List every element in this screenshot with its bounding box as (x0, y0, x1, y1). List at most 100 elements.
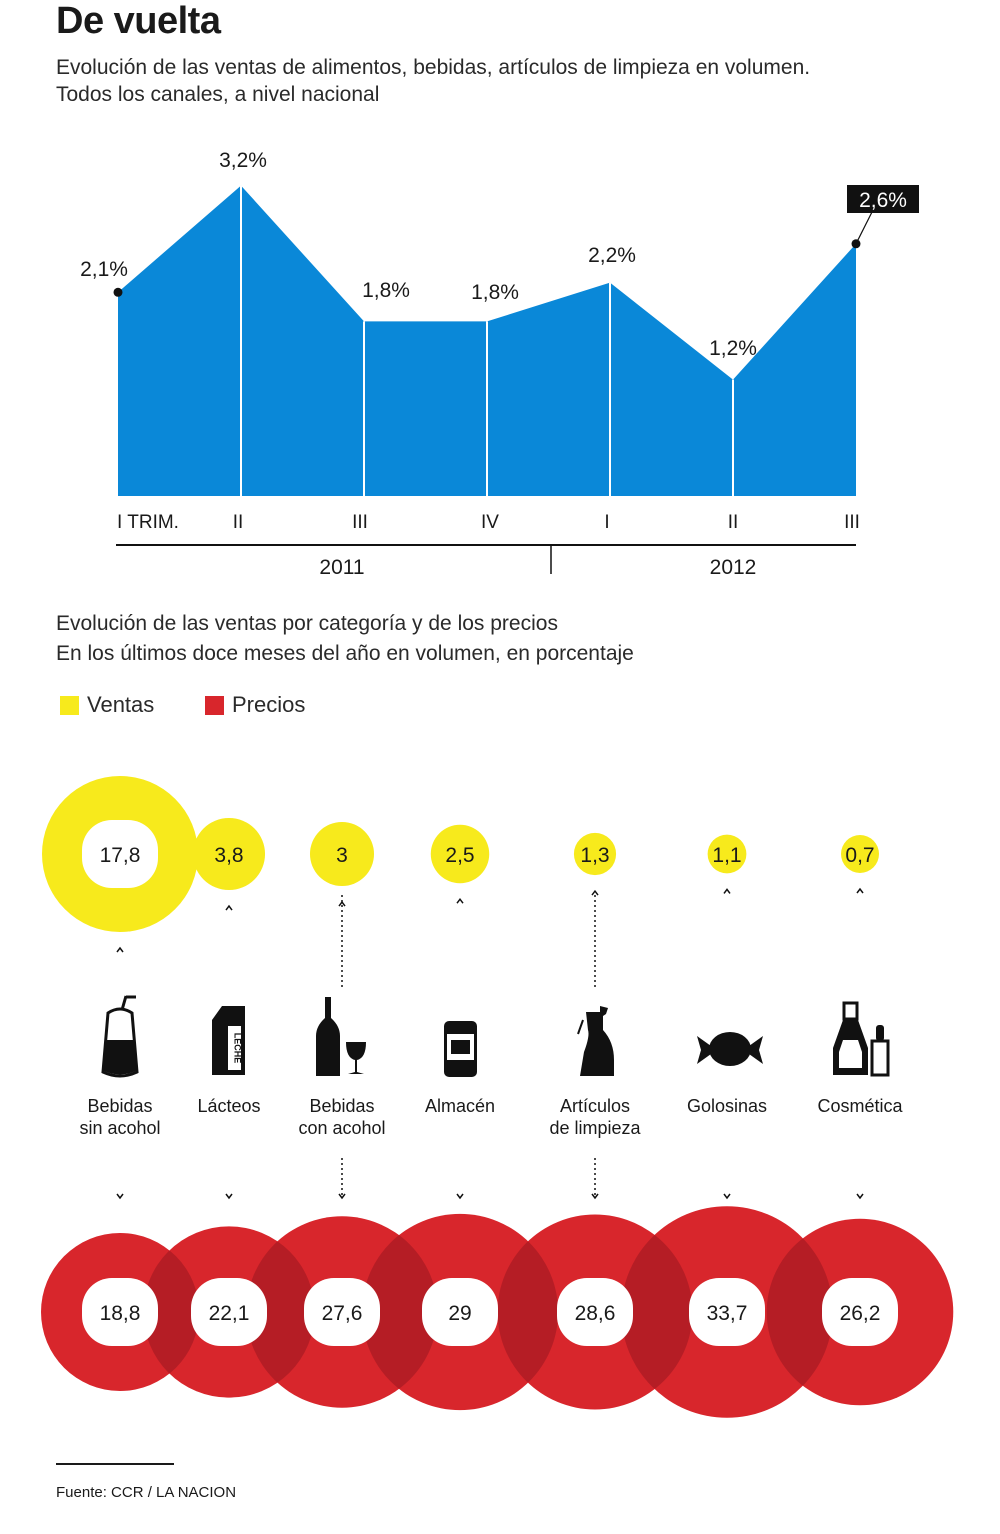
x-tick-label: III (352, 512, 368, 533)
icon-shape (120, 995, 128, 1011)
up-caret (116, 946, 124, 953)
year-label: 2011 (319, 556, 364, 579)
callout-line (855, 211, 873, 245)
icon-shape (870, 1039, 890, 1077)
milk-carton-icon: LECHE (212, 1006, 245, 1075)
precios-overlap (497, 1214, 559, 1410)
ventas-value-label: 1,1 (712, 844, 741, 867)
up-caret (456, 897, 464, 904)
ventas-bubble (42, 776, 198, 932)
precios-value-label: 29 (448, 1302, 471, 1325)
category-label: Lácteos (197, 1096, 260, 1116)
precios-bubble (766, 1218, 954, 1406)
precios-value-label: 22,1 (209, 1302, 250, 1325)
x-tick-label: I TRIM. (117, 512, 179, 533)
icon-shape (444, 1021, 477, 1077)
x-tick-label: I (604, 512, 609, 533)
icon-shape (833, 1020, 868, 1075)
highlight-label-box (847, 185, 919, 213)
down-caret (723, 1193, 731, 1200)
ventas-bubble (707, 834, 747, 874)
x-tick-label: IV (481, 512, 499, 533)
value-label: 2,2% (588, 244, 636, 267)
icon-shape (451, 1040, 470, 1054)
section-title-line-2: En los últimos doce meses del año en vol… (56, 642, 634, 665)
ventas-bubble (309, 821, 375, 887)
precios-bubble (361, 1213, 559, 1411)
precios-bubble-center (82, 1278, 158, 1346)
up-caret (225, 904, 233, 911)
up-caret (723, 888, 731, 894)
precios-bubble (621, 1206, 833, 1418)
icon-shape (842, 1001, 859, 1021)
x-tick-label: II (728, 512, 739, 533)
cosmetics-icon (833, 1001, 890, 1077)
section-title-line-1: Evolución de las ventas por categoría y … (56, 612, 558, 635)
ventas-bubble (841, 835, 879, 873)
icon-shape (228, 1026, 241, 1070)
x-tick-label: III (844, 512, 860, 533)
area-chart: 2,1%3,2%1,8% 1,8%2,2%1,2%2,6%I TRIM. II III… (80, 149, 919, 579)
source-divider (56, 1463, 174, 1465)
precios-value-label: 28,6 (575, 1302, 616, 1325)
ventas-bubble (573, 832, 617, 876)
category-label: Bebidas (309, 1096, 374, 1116)
precios-overlap (621, 1214, 693, 1410)
precios-overlap (246, 1226, 315, 1398)
up-caret (591, 889, 599, 896)
icon-shape (709, 1032, 751, 1066)
up-caret (338, 900, 346, 907)
ventas-value-label: 1,3 (580, 844, 609, 867)
legend-swatch-precios (205, 695, 224, 715)
icon-shape (316, 997, 340, 1076)
icon-shape (212, 1006, 245, 1075)
precios-value-label: 27,6 (322, 1302, 363, 1325)
category-label-line2: de limpieza (549, 1118, 641, 1138)
down-caret (456, 1193, 464, 1200)
ventas-value-label: 0,7 (845, 844, 874, 867)
precios-bubble-center (689, 1278, 765, 1346)
ventas-bubble-center (82, 820, 158, 888)
category-label: Cosmética (817, 1096, 903, 1116)
subtitle-line-1: Evolución de las ventas de alimentos, be… (56, 56, 811, 79)
precios-value-label: 26,2 (840, 1302, 881, 1325)
icon-shape (839, 1040, 862, 1068)
icon-shape (749, 1036, 763, 1064)
food-can-icon (444, 1021, 477, 1077)
precios-bubble (246, 1216, 438, 1408)
highlight-label: 2,6% (859, 189, 907, 212)
ventas-value-label: 3 (336, 844, 348, 867)
legend-item-ventas: Ventas (60, 692, 154, 718)
legend-swatch-ventas (60, 695, 79, 715)
ventas-value-label: 2,5 (445, 844, 474, 867)
value-label: 1,8% (362, 279, 410, 302)
icon-shape (346, 1042, 366, 1074)
spray-bottle-icon (577, 1006, 614, 1076)
wrapped-candy-icon (697, 1032, 763, 1066)
icon-shape (697, 1036, 711, 1064)
legend-item-precios: Precios (205, 692, 305, 718)
icon-shape (876, 1025, 884, 1041)
precios-bubble-center (557, 1278, 633, 1346)
icon-text: LECHE (233, 1033, 243, 1064)
precios-overlap (143, 1233, 199, 1391)
precios-overlap (766, 1218, 833, 1406)
category-label: Golosinas (687, 1096, 767, 1116)
category-label: Artículos (560, 1096, 630, 1116)
icon-shape (580, 1006, 614, 1076)
ventas-bubble (430, 824, 490, 884)
ventas-value-label: 3,8 (214, 844, 243, 867)
category-label-line2: con acohol (298, 1118, 385, 1138)
legend-label-precios: Precios (232, 692, 306, 717)
precios-bubble-center (822, 1278, 898, 1346)
down-caret (338, 1193, 346, 1200)
precios-bubble-center (191, 1278, 267, 1346)
value-label: 1,8% (471, 281, 519, 304)
precios-value-label: 33,7 (707, 1302, 748, 1325)
subtitle-line-2: Todos los canales, a nivel nacional (56, 83, 380, 106)
value-label: 1,2% (709, 337, 757, 360)
down-caret (591, 1193, 599, 1200)
down-caret (225, 1193, 233, 1200)
icon-shape (577, 1019, 584, 1035)
source-note: Fuente: CCR / LA NACION (56, 1484, 237, 1501)
